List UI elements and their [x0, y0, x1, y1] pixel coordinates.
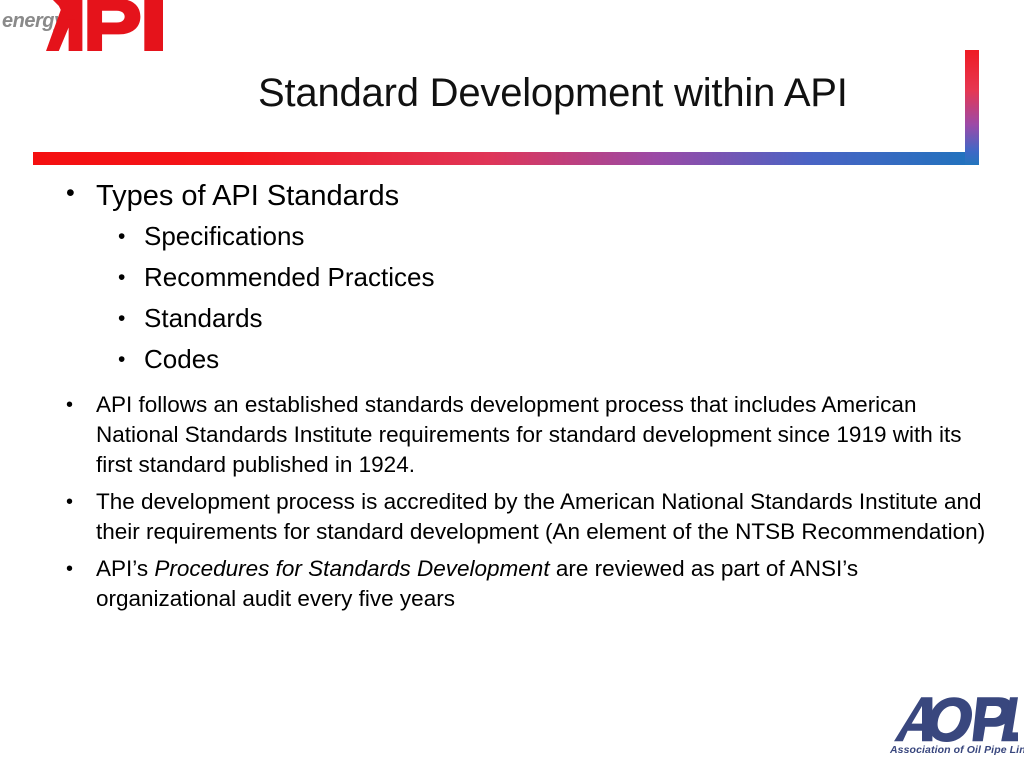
bullet-text: Types of API Standards: [96, 180, 400, 212]
aopl-logo: Association of Oil Pipe Lines: [888, 694, 1024, 764]
title-gradient-sidebar: [965, 50, 979, 165]
bullet-text-prefix: API’s: [96, 556, 155, 581]
bullet-marker-icon: •: [66, 491, 74, 513]
sub-bullet-text: Recommended Practices: [144, 262, 435, 292]
bullet-paragraph-text: The development process is accredited by…: [96, 489, 986, 544]
sub-bullet-item-recommended-practices: • Recommended Practices: [56, 257, 986, 298]
bullet-item-accreditation: • The development process is accredited …: [56, 487, 986, 547]
page-title: Standard Development within API: [258, 71, 848, 115]
bullet-marker-icon: •: [66, 394, 74, 416]
bullet-item-procedures-review: • API’s Procedures for Standards Develop…: [56, 554, 986, 614]
sub-bullet-list: • Specifications • Recommended Practices…: [56, 216, 986, 380]
title-gradient-underline: [33, 152, 979, 165]
bullet-marker-icon: •: [66, 558, 74, 580]
sub-bullet-item-standards: • Standards: [56, 298, 986, 339]
sub-bullet-item-codes: • Codes: [56, 339, 986, 380]
bullet-marker-icon: •: [118, 348, 126, 371]
api-wordmark-icon: [46, 0, 163, 52]
bullet-paragraph-text: API’s Procedures for Standards Developme…: [96, 554, 986, 614]
api-logo-energy-text: energy: [2, 10, 65, 32]
bullet-text-suffix: are reviewed as part of ANSI’s organizat…: [96, 556, 859, 611]
bullet-marker-icon: •: [118, 307, 126, 330]
bullet-item-api-process: • API follows an established standards d…: [56, 390, 986, 480]
api-logo: energy: [0, 0, 170, 58]
sub-bullet-item-specifications: • Specifications: [56, 216, 986, 257]
bullet-item-types-of-api-standards: • Types of API Standards: [56, 176, 986, 216]
aopl-wordmark-icon: [894, 697, 1018, 742]
bullet-marker-icon: •: [118, 225, 126, 248]
sub-bullet-text: Codes: [144, 344, 220, 374]
bullet-marker-icon: •: [66, 179, 75, 207]
aopl-tagline: Association of Oil Pipe Lines: [890, 744, 1024, 756]
bullet-marker-icon: •: [118, 266, 126, 289]
sub-bullet-text: Specifications: [144, 221, 305, 251]
bullet-text-italic-title: Procedures for Standards Development: [154, 556, 550, 581]
bullet-paragraph-text: API follows an established standards dev…: [96, 392, 962, 477]
sub-bullet-text: Standards: [144, 303, 263, 333]
slide-body: • Types of API Standards • Specification…: [56, 176, 986, 614]
